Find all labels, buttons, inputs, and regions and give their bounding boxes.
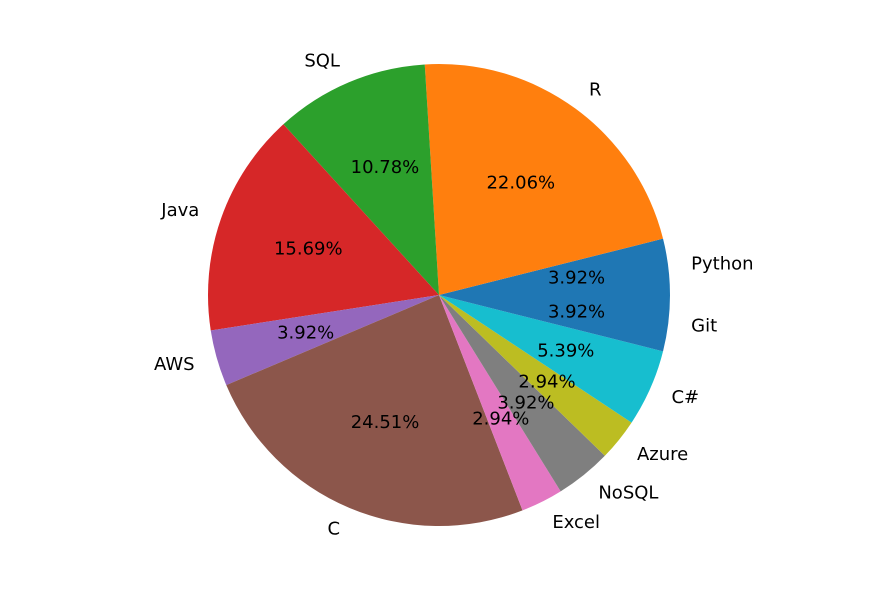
slice-c-sharp — [439, 295, 664, 423]
slice-java — [208, 124, 439, 331]
slice-pct-nosql: 3.92% — [497, 392, 554, 413]
slice-azure — [439, 295, 632, 456]
slice-pct-sql: 10.78% — [351, 157, 420, 178]
slice-label-python: Python — [691, 253, 753, 274]
slice-aws — [210, 295, 439, 386]
slice-pct-aws: 3.92% — [277, 322, 334, 343]
slice-label-nosql: NoSQL — [598, 482, 658, 503]
slice-python — [439, 238, 670, 295]
slice-r — [424, 63, 664, 295]
slice-label-git: Git — [691, 316, 717, 337]
slice-sql — [283, 64, 439, 296]
slice-pct-java: 15.69% — [274, 238, 343, 259]
slice-label-r: R — [589, 79, 602, 100]
slice-label-c-sharp: C# — [671, 387, 699, 408]
slice-pct-c-sharp: 5.39% — [537, 340, 594, 361]
pie-slices — [208, 63, 670, 527]
slice-pct-git: 3.92% — [548, 302, 605, 323]
slice-git — [439, 295, 670, 352]
slice-c — [226, 295, 523, 527]
slice-label-java: Java — [160, 200, 199, 221]
slice-pct-c: 24.51% — [351, 412, 420, 433]
slice-pct-r: 22.06% — [486, 173, 555, 194]
slice-label-excel: Excel — [552, 512, 600, 533]
slice-label-c: C — [327, 519, 340, 540]
slice-pct-python: 3.92% — [548, 267, 605, 288]
slice-pct-excel: 2.94% — [472, 409, 529, 430]
slice-label-azure: Azure — [637, 444, 688, 465]
slice-nosql — [439, 295, 605, 492]
slice-label-sql: SQL — [304, 51, 340, 72]
slice-excel — [439, 295, 561, 511]
slice-label-aws: AWS — [154, 354, 195, 375]
pie-labels: Python 3.92% R 22.06% SQL 10.78% Java 15.69% AWS… — [154, 51, 754, 540]
slice-pct-azure: 2.94% — [518, 371, 575, 392]
